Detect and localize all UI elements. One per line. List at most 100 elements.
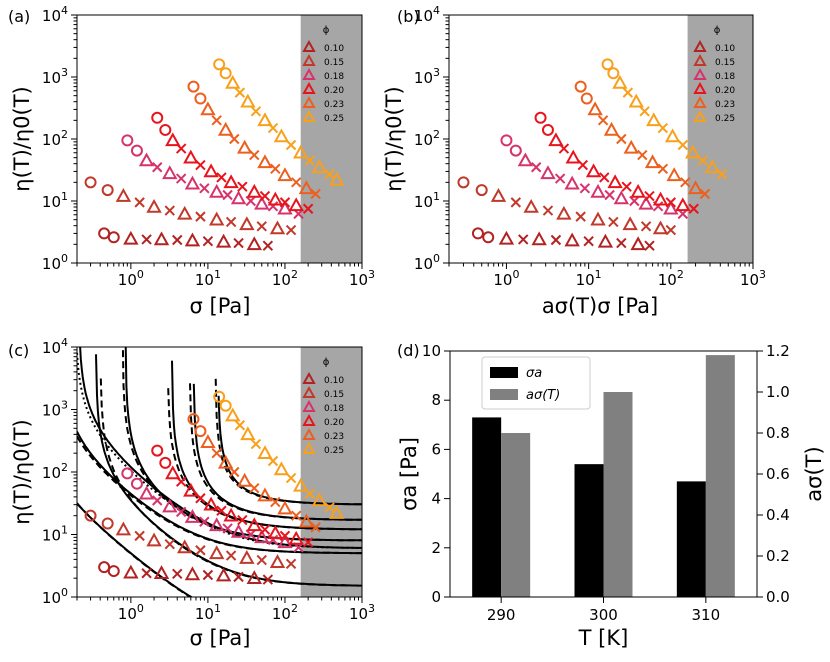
data-point-triangle — [298, 513, 315, 528]
data-point-circle — [101, 184, 114, 197]
plot-area — [77, 347, 362, 597]
data-point-circle — [574, 80, 587, 93]
data-point-cross — [688, 203, 699, 214]
y-tick-label: 100 — [42, 586, 68, 607]
data-point-cross — [229, 133, 240, 145]
y-tick-label: 100 — [414, 252, 440, 273]
y-tick-label-left: 6 — [431, 440, 441, 458]
data-point-cross — [279, 197, 291, 208]
data-point-cross — [256, 554, 267, 566]
data-point-triangle — [652, 191, 669, 206]
data-point-cross — [616, 133, 627, 145]
data-point-circle — [84, 176, 97, 189]
data-point-cross — [256, 221, 267, 232]
data-point-triangle — [597, 233, 614, 248]
legend-label: 0.23 — [324, 100, 344, 110]
data-point-cross — [225, 216, 237, 228]
data-point-triangle — [329, 505, 345, 519]
x-tick-label: 100 — [118, 602, 144, 623]
y-axis-label-left: σa [Pa] — [397, 437, 421, 511]
data-point-triangle — [603, 121, 620, 136]
data-point-cross — [639, 106, 650, 117]
data-point-triangle — [540, 165, 556, 180]
y-tick-label: 104 — [42, 336, 68, 357]
data-point-cross — [550, 234, 562, 246]
legend-label: 0.18 — [324, 72, 344, 82]
data-point-cross — [262, 240, 274, 251]
data-point-cross — [291, 510, 302, 521]
data-point-triangle — [225, 407, 241, 422]
data-point-cross — [608, 216, 619, 228]
data-point-circle — [130, 477, 143, 490]
data-point-triangle — [183, 149, 199, 164]
data-point-circle — [607, 67, 620, 80]
x-tick-label: 102 — [272, 602, 298, 623]
x-tick-label: 100 — [118, 268, 144, 289]
data-point-cross — [510, 197, 522, 208]
series-phi-0.15 — [457, 176, 677, 236]
bar-sigma-a — [574, 464, 604, 597]
data-point-cross — [310, 188, 321, 200]
bar-a-sigma — [501, 433, 531, 597]
y-axis-label-right: aσ(T) — [802, 446, 826, 501]
y-tick-label-left: 0 — [431, 588, 441, 606]
data-point-triangle — [646, 112, 662, 127]
x-axis-label: aσ(T)σ [Pa] — [542, 294, 658, 318]
fit-line-dashed — [167, 388, 362, 531]
data-point-cross — [234, 87, 246, 98]
legend-marker — [302, 441, 316, 454]
data-point-triangle — [288, 530, 304, 545]
series-phi-0.20 — [534, 111, 699, 214]
data-point-cross — [577, 159, 589, 171]
legend-label: 0.10 — [324, 376, 344, 386]
legend-label: 0.10 — [324, 44, 344, 54]
series-phi-0.15 — [84, 509, 297, 569]
bar-a-sigma — [603, 392, 633, 597]
y-tick-label-left: 4 — [431, 490, 441, 508]
data-point-cross — [262, 574, 274, 585]
data-point-cross — [164, 538, 175, 550]
data-point-circle — [107, 231, 120, 244]
legend-label: 0.23 — [324, 432, 344, 442]
legend-marker — [302, 39, 316, 52]
x-axis-label: T [K] — [578, 626, 629, 650]
x-tick-label: 103 — [349, 602, 375, 623]
series-phi-0.25 — [213, 58, 345, 186]
data-point-triangle — [138, 152, 155, 167]
data-point-triangle — [257, 112, 273, 127]
data-point-triangle — [675, 197, 691, 212]
panel-a: 100 101 102 103 100 101 102 103 104 (a) σ [Pa] η(T)… — [8, 4, 375, 318]
data-point-triangle — [236, 139, 253, 154]
data-point-circle — [509, 144, 522, 157]
data-point-triangle — [240, 93, 256, 108]
data-point-circle — [151, 111, 164, 124]
legend-title: ϕ — [323, 357, 330, 368]
legend-marker — [302, 385, 316, 398]
data-point-cross — [657, 122, 669, 134]
data-point-cross — [237, 181, 248, 192]
panel-label: (a) — [8, 7, 30, 26]
legend-marker — [302, 53, 316, 66]
data-point-triangle — [153, 231, 170, 246]
data-point-circle — [187, 413, 200, 426]
data-point-triangle — [239, 549, 255, 564]
data-point-triangle — [269, 220, 286, 235]
y-tick-label-right: 0.6 — [766, 465, 790, 483]
data-point-triangle — [590, 183, 606, 198]
data-point-triangle — [277, 200, 293, 215]
data-point-cross — [285, 472, 297, 484]
data-point-triangle — [165, 465, 181, 480]
data-point-cross — [599, 172, 610, 183]
fit-line-dashed — [189, 383, 362, 521]
data-point-triangle — [277, 167, 293, 182]
data-point-circle — [482, 231, 495, 244]
series-phi-0.18 — [121, 467, 304, 553]
data-point-cross — [640, 221, 652, 232]
data-point-cross — [259, 190, 271, 202]
data-point-cross — [285, 558, 297, 569]
data-point-cross — [270, 496, 281, 508]
data-point-cross — [141, 234, 152, 245]
data-point-triangle — [138, 485, 155, 500]
legend-title: ϕ — [714, 25, 721, 36]
